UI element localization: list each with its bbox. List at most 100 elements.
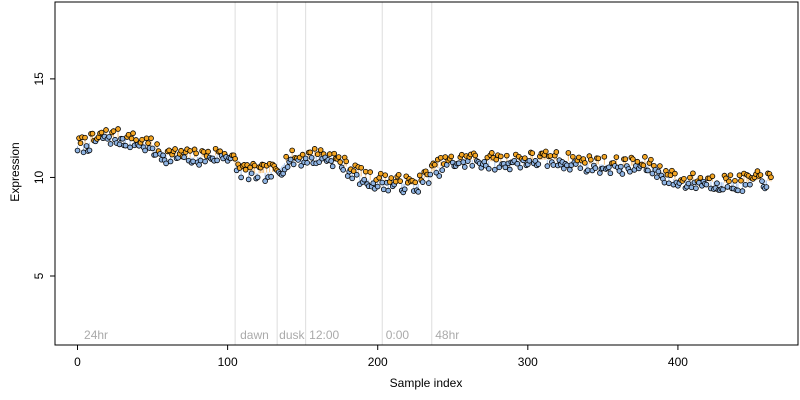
data-point <box>122 142 129 149</box>
data-point <box>709 173 716 180</box>
data-point <box>119 135 126 142</box>
data-point <box>618 163 624 170</box>
segment-annotations: 24hr dawn dusk 12:00 0:00 48hr <box>84 328 459 342</box>
data-point <box>343 158 349 165</box>
data-point <box>254 174 261 181</box>
data-point <box>370 180 377 187</box>
data-point <box>154 141 160 147</box>
data-point <box>166 147 172 154</box>
data-point <box>232 155 238 162</box>
data-point <box>601 153 608 160</box>
data-point <box>412 179 419 186</box>
data-point <box>197 157 204 164</box>
data-point <box>331 150 337 157</box>
data-point <box>437 154 444 161</box>
data-point <box>142 147 148 154</box>
segment-annotation: dusk <box>279 328 305 342</box>
data-point <box>504 152 510 159</box>
data-point <box>585 167 591 174</box>
data-point <box>687 174 693 181</box>
data-point <box>299 151 306 158</box>
data-point <box>415 189 422 195</box>
data-point <box>592 165 599 171</box>
data-point <box>317 147 324 153</box>
data-point <box>661 179 668 186</box>
data-point <box>314 151 321 158</box>
data-point <box>205 148 211 155</box>
data-point <box>388 175 395 181</box>
data-point <box>89 130 96 137</box>
data-point <box>672 170 678 177</box>
data-point <box>298 162 304 169</box>
data-point <box>655 168 662 175</box>
data-point <box>517 164 524 171</box>
data-point <box>654 174 660 180</box>
data-point <box>160 152 166 159</box>
data-point <box>103 127 109 133</box>
data-point <box>80 149 87 156</box>
data-point <box>116 141 123 148</box>
data-point <box>74 147 81 154</box>
data-point <box>727 172 734 178</box>
data-point <box>143 135 150 142</box>
data-point <box>619 171 626 177</box>
data-point <box>202 158 208 165</box>
data-point <box>529 150 536 156</box>
data-point <box>397 178 404 184</box>
data-point <box>690 170 696 177</box>
data-point <box>502 164 509 171</box>
data-point <box>214 157 220 164</box>
data-point <box>448 153 455 160</box>
y-axis-label: Expression <box>8 142 22 201</box>
segment-annotation: 48hr <box>435 328 459 342</box>
data-point <box>148 135 154 142</box>
data-point <box>607 170 614 177</box>
data-point <box>193 150 199 157</box>
data-point <box>367 169 374 175</box>
data-point <box>289 147 295 154</box>
data-point <box>469 162 476 169</box>
data-point <box>127 144 133 151</box>
data-point <box>634 158 641 165</box>
data-point <box>738 177 744 184</box>
data-point <box>685 180 692 187</box>
data-point <box>514 160 521 167</box>
plot-frame <box>54 1 799 346</box>
data-point <box>472 152 479 159</box>
data-point <box>110 128 117 134</box>
data-point <box>287 156 294 163</box>
data-point <box>245 176 252 183</box>
data-point <box>401 186 408 193</box>
data-point <box>200 149 207 155</box>
data-point <box>535 161 542 167</box>
data-point <box>427 171 434 178</box>
data-point <box>703 181 710 188</box>
x-tick-label: 300 <box>518 355 538 369</box>
data-point <box>350 168 357 174</box>
data-point <box>242 166 249 173</box>
data-point <box>247 164 253 171</box>
data-point <box>335 154 342 160</box>
data-point <box>666 180 672 187</box>
data-point <box>316 159 322 165</box>
data-point <box>248 170 255 177</box>
data-point <box>768 174 774 181</box>
data-point <box>283 153 289 160</box>
data-point <box>178 147 184 154</box>
data-point <box>645 167 651 174</box>
segment-annotation: dawn <box>240 328 269 342</box>
data-point <box>697 174 704 181</box>
data-point <box>627 168 633 175</box>
y-tick-label: 5 <box>32 272 46 279</box>
data-point <box>251 162 258 169</box>
data-point <box>167 158 174 165</box>
data-point <box>83 143 90 149</box>
data-point <box>163 160 169 167</box>
data-point <box>577 165 584 172</box>
segment-annotation: 0:00 <box>386 328 410 342</box>
data-point <box>377 170 384 177</box>
data-point <box>86 147 93 154</box>
data-point <box>115 126 121 132</box>
data-point <box>425 180 432 186</box>
data-point <box>544 163 551 169</box>
